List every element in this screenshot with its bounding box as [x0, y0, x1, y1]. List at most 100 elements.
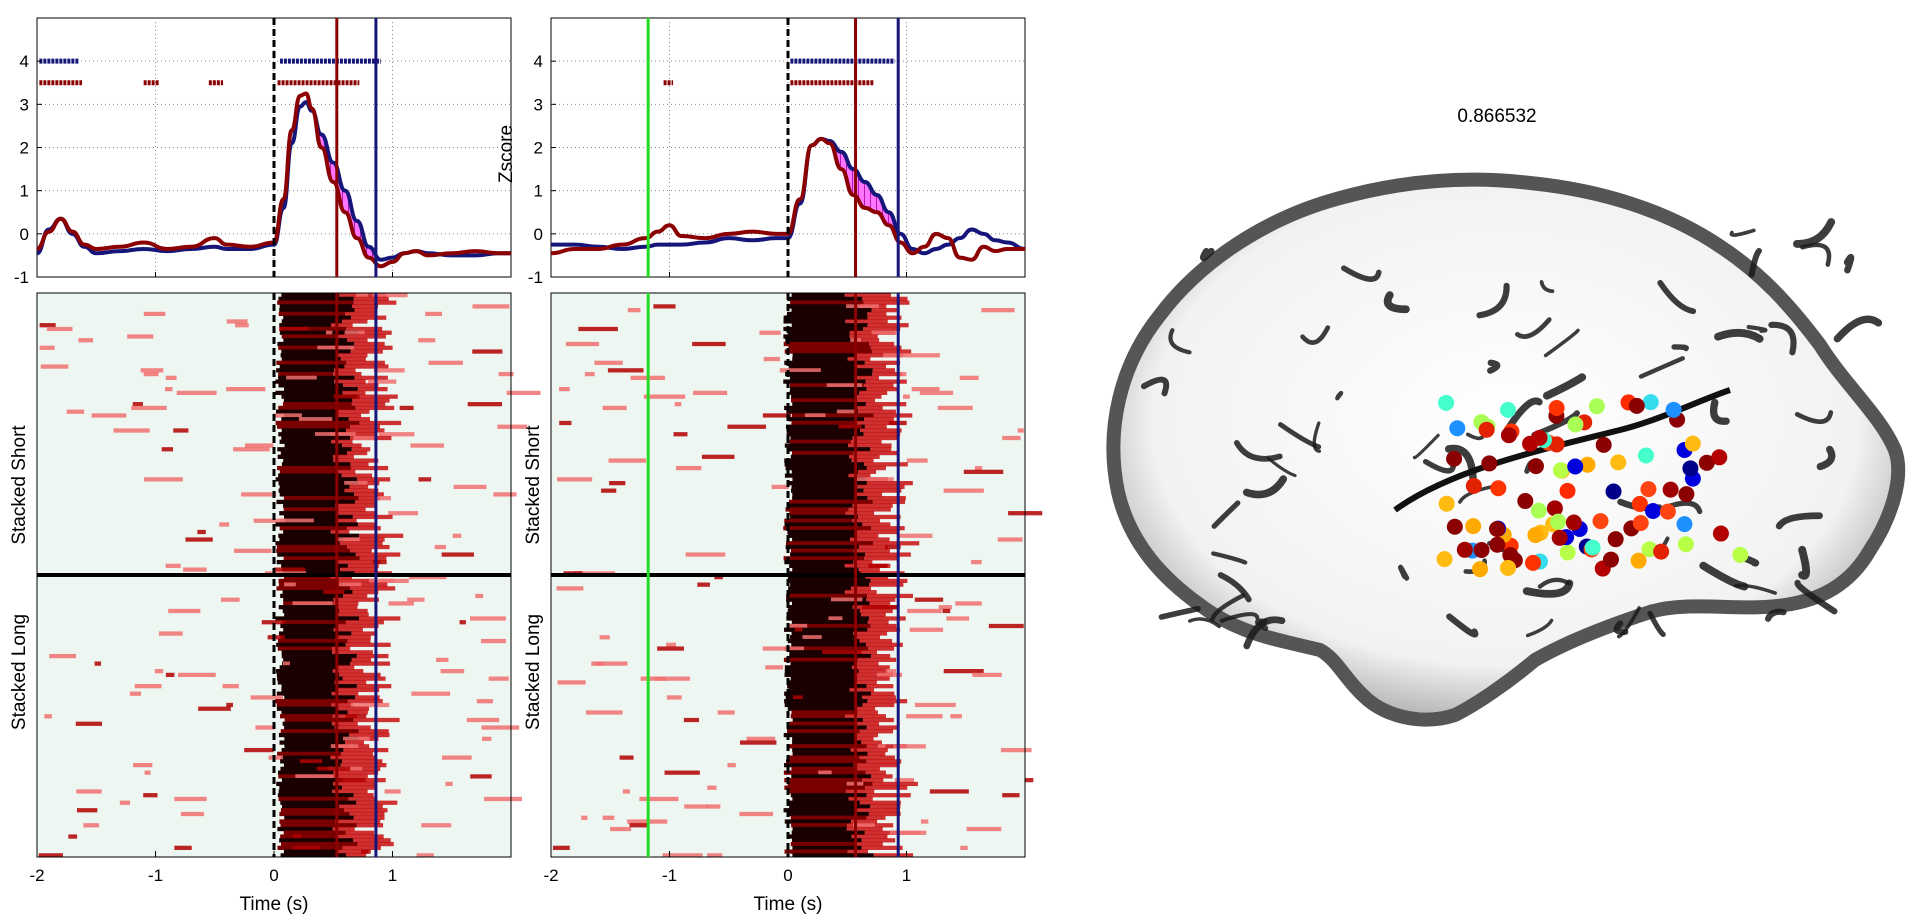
heatmap-cell	[345, 714, 367, 719]
heatmap-cell	[869, 616, 906, 621]
heatmap-cell	[244, 747, 274, 753]
heatmap-cell	[333, 394, 360, 399]
heatmap-cell	[348, 417, 371, 422]
heatmap-cell	[336, 687, 380, 693]
heatmap-cell	[610, 826, 632, 832]
heatmap-cell	[789, 563, 845, 568]
heatmap-cell	[664, 770, 700, 775]
heatmap-cell	[133, 763, 153, 768]
heatmap-cell	[418, 477, 432, 482]
heatmap-cell	[792, 826, 847, 832]
heatmap-cell	[497, 424, 528, 429]
heatmap-cell	[127, 334, 154, 339]
heatmap-cell	[693, 390, 728, 396]
heatmap-cell	[557, 680, 586, 685]
heatmap-cell	[787, 296, 863, 302]
heatmap-cell	[865, 770, 886, 775]
heatmap-cell	[783, 657, 858, 662]
heatmap-cell	[914, 702, 956, 708]
heatmap-cell	[792, 695, 803, 700]
heatmap-cell	[335, 413, 362, 418]
sulcus	[1714, 328, 1764, 343]
heatmap-cell	[348, 796, 375, 802]
sulcus	[1800, 242, 1832, 267]
heatmap-cell	[407, 597, 425, 602]
heatmap-cell	[792, 747, 851, 753]
heatmap-cell	[607, 368, 644, 373]
heatmap-cell	[185, 537, 213, 542]
heatmap-cell	[789, 653, 872, 659]
heatmap-cell	[787, 706, 855, 711]
heatmap-cell	[791, 469, 858, 474]
heatmap-cell	[789, 721, 856, 726]
heatmap-cell	[282, 804, 339, 809]
heatmap-cell	[865, 552, 911, 557]
heatmap-cell	[351, 631, 376, 636]
heatmap-cell	[866, 597, 896, 602]
heatmap-cell	[273, 413, 302, 418]
heatmap-cell	[746, 736, 776, 741]
electrode-dot	[1550, 513, 1567, 530]
electrode-dot	[1500, 559, 1517, 576]
heatmap-cell	[282, 620, 346, 625]
heatmap-cell	[942, 608, 951, 614]
electrode-dot	[1567, 416, 1584, 433]
heatmap-cell	[790, 552, 866, 557]
heatmap-cell	[859, 729, 894, 734]
heatmap-cell	[222, 684, 239, 689]
heatmap-cell	[855, 375, 879, 380]
heatmap-cell	[332, 650, 373, 655]
heatmap-cell	[850, 747, 888, 753]
heatmap-cell	[330, 529, 350, 535]
heatmap-cell	[784, 559, 854, 565]
heatmap-cell	[784, 665, 853, 670]
event-lines	[272, 293, 378, 857]
heatmap-cell	[865, 379, 907, 384]
sulcus	[1543, 328, 1580, 358]
heatmap-cell	[787, 608, 860, 614]
heatmap-cell	[786, 541, 874, 546]
heatmap-cell	[325, 330, 333, 335]
heatmap-cell	[278, 345, 352, 350]
sulcus	[1525, 618, 1554, 638]
heatmap-cell	[472, 304, 510, 309]
heatmap-cell	[787, 638, 860, 644]
heatmap-cell	[851, 819, 878, 824]
heatmap-cell	[845, 789, 875, 794]
electrode-dot	[1525, 554, 1542, 571]
heatmap-cell	[343, 808, 388, 813]
sulcus	[1709, 398, 1730, 425]
heatmap-cell	[643, 394, 686, 399]
electrode-dot	[1456, 541, 1473, 558]
heatmap-cell	[907, 608, 942, 614]
heatmap-cell	[866, 744, 907, 749]
heatmap-cell	[357, 387, 388, 392]
heatmap-cell	[785, 424, 865, 429]
heatmap-cell	[347, 544, 390, 550]
heatmap-cell	[870, 345, 902, 350]
electrode-dot	[1565, 514, 1582, 531]
heatmap-cell	[791, 413, 874, 418]
heatmap-cell	[277, 465, 351, 471]
heatmap-cell	[971, 559, 982, 565]
heatmap-cell	[685, 552, 726, 557]
sulcus	[1266, 456, 1297, 478]
heatmap-cell	[863, 432, 901, 437]
sulcus	[1647, 610, 1666, 638]
heatmap-cell	[275, 477, 357, 482]
y-tick-label: 2	[534, 139, 543, 158]
sulcus	[1211, 551, 1248, 565]
heatmap-cell	[791, 774, 872, 779]
event-lines	[36, 18, 393, 277]
heatmap-cell	[871, 691, 895, 696]
heatmap-cell	[848, 796, 873, 802]
heatmap-cell	[856, 766, 880, 772]
heatmap-cell	[358, 481, 380, 486]
heatmap-cell	[273, 567, 306, 572]
heatmap-cell	[786, 616, 870, 621]
heatmap-cell	[862, 522, 891, 527]
heatmap-cell	[347, 526, 381, 531]
heatmap-cell	[342, 443, 362, 448]
sulcus	[1168, 328, 1192, 355]
